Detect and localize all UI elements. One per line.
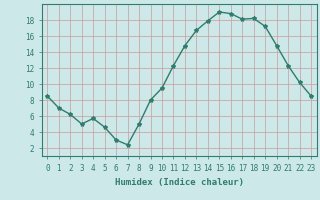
- X-axis label: Humidex (Indice chaleur): Humidex (Indice chaleur): [115, 178, 244, 187]
